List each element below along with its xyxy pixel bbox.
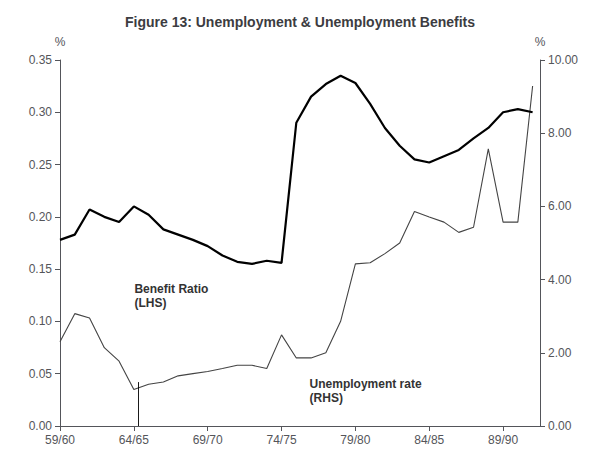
svg-text:0.35: 0.35: [29, 53, 53, 67]
svg-text:0.00: 0.00: [29, 419, 53, 433]
svg-text:0.00: 0.00: [548, 419, 572, 433]
svg-text:84/85: 84/85: [414, 433, 444, 447]
svg-text:%: %: [535, 35, 546, 49]
svg-text:Benefit Ratio: Benefit Ratio: [134, 282, 208, 296]
svg-text:0.20: 0.20: [29, 210, 53, 224]
svg-text:4.00: 4.00: [548, 273, 572, 287]
svg-text:0.25: 0.25: [29, 158, 53, 172]
svg-text:0.05: 0.05: [29, 367, 53, 381]
svg-text:6.00: 6.00: [548, 199, 572, 213]
svg-text:2.00: 2.00: [548, 346, 572, 360]
svg-text:%: %: [55, 35, 66, 49]
svg-text:64/65: 64/65: [119, 433, 149, 447]
svg-text:(RHS): (RHS): [310, 391, 343, 405]
svg-text:79/80: 79/80: [340, 433, 370, 447]
svg-text:89/90: 89/90: [488, 433, 518, 447]
svg-text:Unemployment rate: Unemployment rate: [310, 377, 422, 391]
svg-text:0.15: 0.15: [29, 262, 53, 276]
svg-text:0.10: 0.10: [29, 314, 53, 328]
svg-text:74/75: 74/75: [267, 433, 297, 447]
svg-text:69/70: 69/70: [193, 433, 223, 447]
svg-text:8.00: 8.00: [548, 126, 572, 140]
svg-text:10.00: 10.00: [548, 53, 578, 67]
svg-text:0.30: 0.30: [29, 105, 53, 119]
svg-text:(LHS): (LHS): [134, 296, 166, 310]
svg-text:59/60: 59/60: [45, 433, 75, 447]
svg-text:Figure 13: Unemployment & Unem: Figure 13: Unemployment & Unemployment B…: [125, 14, 475, 30]
